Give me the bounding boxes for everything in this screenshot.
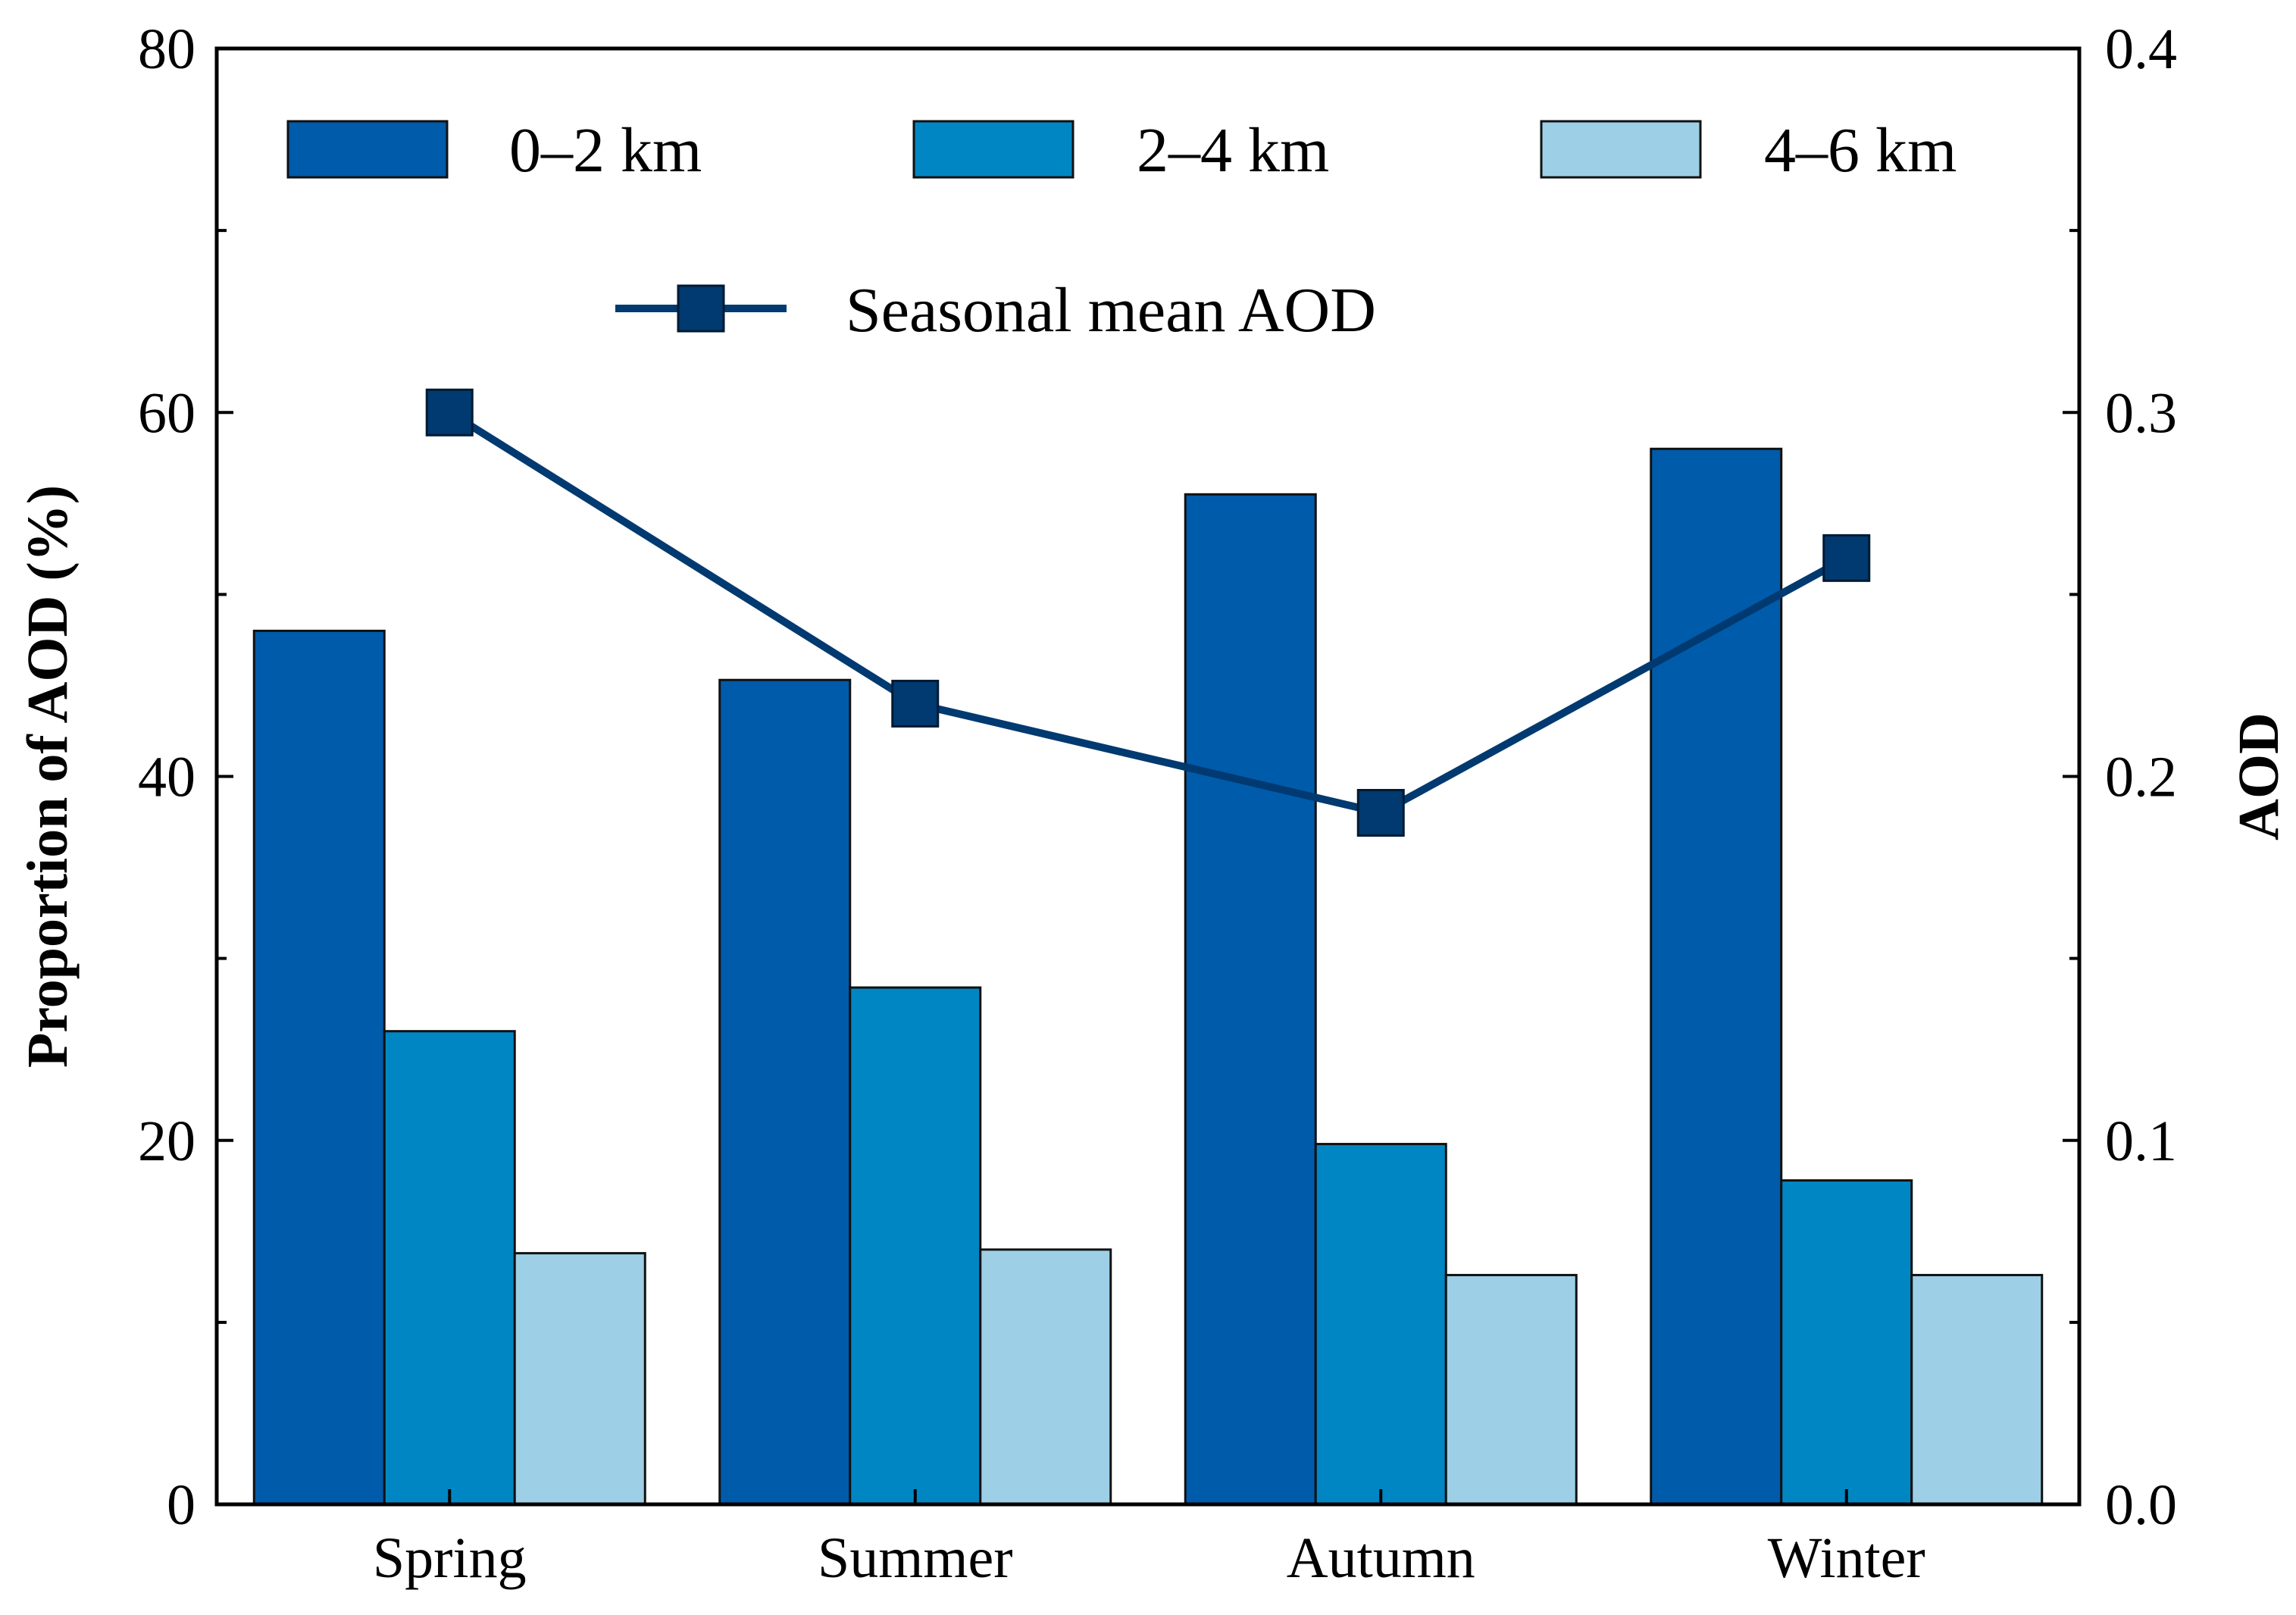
left-tick-label-20: 20 [138, 1110, 196, 1173]
right-tick-label-0.4: 0.4 [2105, 17, 2177, 81]
bar-winter-series-3 [1910, 1273, 2044, 1506]
bar-spring-series-2 [383, 1030, 516, 1506]
legend-swatch-series-1 [286, 120, 449, 179]
left-tick-label-60: 60 [138, 381, 196, 445]
x-tick-label-spring: Spring [373, 1526, 527, 1590]
bar-autumn-series-2 [1314, 1143, 1447, 1506]
x-tick-label-autumn: Autumn [1287, 1526, 1475, 1590]
right-tick-label-0.0: 0.0 [2105, 1473, 2177, 1537]
aod-marker-spring [425, 388, 474, 437]
bar-winter-series-2 [1780, 1179, 1913, 1506]
legend-swatch-series-2 [912, 120, 1074, 179]
legend-line-marker [677, 284, 725, 333]
bar-spring-series-3 [513, 1252, 646, 1506]
bar-summer-series-1 [718, 678, 852, 1506]
legend-label-series-3: 4–6 km [1764, 115, 1957, 186]
bar-autumn-series-1 [1184, 493, 1317, 1506]
legend-label-series-2: 2–4 km [1137, 115, 1329, 186]
y-axis-title-right: AOD [2227, 712, 2291, 840]
aod-marker-autumn [1356, 789, 1405, 837]
bar-winter-series-1 [1650, 447, 1783, 1506]
left-tick-label-0: 0 [167, 1473, 196, 1537]
left-tick-label-80: 80 [138, 17, 196, 81]
legend-label-series-1: 0–2 km [509, 115, 702, 186]
x-tick-label-winter: Winter [1768, 1526, 1925, 1590]
right-tick-label-0.2: 0.2 [2105, 746, 2177, 809]
aod-line [447, 409, 1849, 817]
legend-swatch-series-3 [1540, 120, 1702, 179]
bar-spring-series-1 [252, 629, 386, 1506]
legend-label-line: Seasonal mean AOD [846, 275, 1376, 346]
x-tick-label-summer: Summer [818, 1526, 1013, 1590]
right-tick-label-0.1: 0.1 [2105, 1110, 2177, 1173]
right-tick-label-0.3: 0.3 [2105, 381, 2177, 445]
aod-marker-summer [891, 679, 940, 728]
bar-autumn-series-3 [1444, 1273, 1578, 1506]
aod-marker-winter [1822, 534, 1871, 582]
bar-summer-series-3 [979, 1248, 1112, 1506]
y-axis-title-left: Proportion of AOD (%) [16, 485, 80, 1068]
left-tick-label-40: 40 [138, 746, 196, 809]
bar-summer-series-2 [849, 986, 982, 1506]
